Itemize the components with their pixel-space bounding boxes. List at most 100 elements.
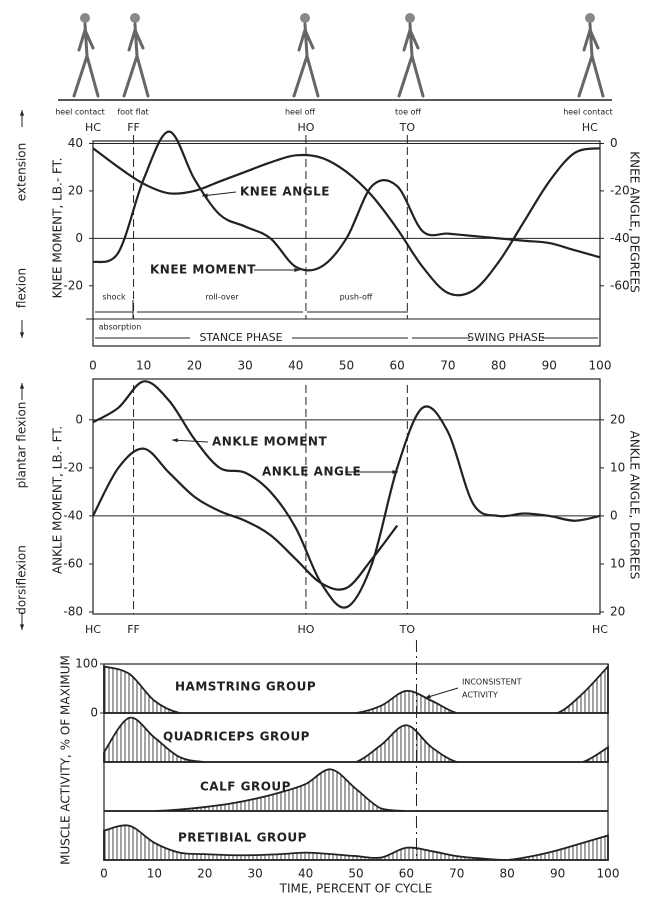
annotation-arrow xyxy=(201,191,237,197)
x-tick-label: 30 xyxy=(248,867,263,881)
walking-figure xyxy=(122,11,150,98)
y-tick-label: -40 xyxy=(610,231,630,245)
gait-event-label: heel contact xyxy=(563,108,613,117)
arrow-head xyxy=(294,267,300,273)
x-tick-label: 0 xyxy=(100,867,108,881)
x-axis-label: TIME, PERCENT OF CYCLE xyxy=(279,882,433,896)
phase-label: push-off xyxy=(340,293,373,302)
y-tick-label: 100 xyxy=(75,657,98,671)
arrow-head xyxy=(392,469,398,475)
event-label: HO xyxy=(297,623,314,636)
event-label: HC xyxy=(592,623,608,636)
x-tick-label: 40 xyxy=(298,867,313,881)
gait-event-label: heel contact xyxy=(55,108,105,117)
phase-label: STANCE PHASE xyxy=(199,331,282,344)
muscle-group-label: CALF GROUP xyxy=(200,780,291,794)
phase-label: shock xyxy=(102,293,126,302)
event-label: HC xyxy=(85,121,101,134)
y-tick-label: -20 xyxy=(63,460,83,474)
plot-frame xyxy=(92,378,601,615)
plot-frame xyxy=(92,140,601,347)
series-line xyxy=(92,380,601,609)
phase-arrows xyxy=(86,300,600,339)
gait-event-label: heel off xyxy=(285,108,316,117)
annotation-arrow xyxy=(171,439,209,443)
series-label: ANKLE ANGLE xyxy=(262,465,361,479)
y-tick-label: 0 xyxy=(75,412,83,426)
y2-axis-label: KNEE ANGLE, DEGREES xyxy=(628,151,642,292)
y-tick-label: 0 xyxy=(75,231,83,245)
series-label: ANKLE MOMENT xyxy=(212,435,327,449)
direction-label: dorsiflexion xyxy=(15,545,29,615)
x-tick-label: 50 xyxy=(348,867,363,881)
arrow-head xyxy=(19,624,25,630)
muscle-group-label: PRETIBIAL GROUP xyxy=(178,831,307,845)
series-label: KNEE MOMENT xyxy=(150,263,256,277)
event-label: HC xyxy=(85,623,101,636)
x-tick-label: 60 xyxy=(399,867,414,881)
gait-event-label: toe off xyxy=(395,108,421,117)
gait-event-label: foot flat xyxy=(117,108,148,117)
arrow-head xyxy=(19,332,25,338)
y-tick-label: 20 xyxy=(610,412,625,426)
annotation-arrow xyxy=(424,687,459,699)
x-tick-label: 20 xyxy=(197,867,212,881)
x-tick-label: 100 xyxy=(597,867,620,881)
direction-label: flexion xyxy=(15,268,29,308)
x-tick-label: 80 xyxy=(500,867,515,881)
x-tick-label: 60 xyxy=(390,359,405,373)
x-tick-label: 10 xyxy=(147,867,162,881)
x-tick-label: 100 xyxy=(589,359,612,373)
series-label: KNEE ANGLE xyxy=(240,185,330,199)
x-tick-label: 10 xyxy=(136,359,151,373)
muscle-group-label: QUADRICEPS GROUP xyxy=(163,730,310,744)
direction-label: extension xyxy=(15,143,29,202)
activity-area xyxy=(104,768,608,812)
y2-axis-label: ANKLE ANGLE, DEGREES xyxy=(628,431,642,580)
x-tick-label: 30 xyxy=(237,359,252,373)
x-tick-label: 90 xyxy=(542,359,557,373)
event-label: TO xyxy=(399,121,416,134)
y-tick-label: 0 xyxy=(610,508,618,522)
x-tick-label: 70 xyxy=(449,867,464,881)
y-tick-label: -20 xyxy=(610,183,630,197)
y-tick-label: 10 xyxy=(610,460,625,474)
series-line xyxy=(92,130,601,272)
y-tick-label: 0 xyxy=(90,706,98,720)
y-tick-label: 20 xyxy=(610,605,625,619)
event-label: TO xyxy=(399,623,416,636)
activity-area xyxy=(103,824,609,861)
y-tick-label: -20 xyxy=(63,278,83,292)
annotation: ACTIVITY xyxy=(462,691,498,700)
direction-label: plantar flexion xyxy=(15,402,29,489)
y-tick-label: 0 xyxy=(610,136,618,150)
y-tick-label: -60 xyxy=(610,278,630,292)
phase-label: roll-over xyxy=(205,293,239,302)
arrow-head xyxy=(172,438,178,443)
event-label: FF xyxy=(127,623,140,636)
x-tick-label: 80 xyxy=(491,359,506,373)
event-label: FF xyxy=(127,121,140,134)
x-tick-label: 40 xyxy=(288,359,303,373)
y-tick-label: -60 xyxy=(63,556,83,570)
x-tick-label: 50 xyxy=(339,359,354,373)
y-tick-label: 10 xyxy=(610,556,625,570)
y-axis-label: MUSCLE ACTIVITY, % OF MAXIMUM xyxy=(59,655,73,865)
series-line xyxy=(92,147,601,297)
y-axis-label: KNEE MOMENT, LB.- FT. xyxy=(51,158,65,299)
event-label: HO xyxy=(297,121,314,134)
x-tick-label: 70 xyxy=(440,359,455,373)
x-tick-label: 20 xyxy=(187,359,202,373)
arrow-head xyxy=(19,110,25,116)
phase-label: SWING PHASE xyxy=(467,331,545,344)
x-tick-label: 0 xyxy=(89,359,97,373)
walking-figure xyxy=(72,11,100,98)
arrow-head xyxy=(425,694,431,699)
phase-label: absorption xyxy=(99,323,142,332)
y-axis-label: ANKLE MOMENT, LB.- FT. xyxy=(51,426,65,574)
y-tick-label: 20 xyxy=(68,183,83,197)
walking-figure xyxy=(397,11,425,98)
event-label: HC xyxy=(582,121,598,134)
